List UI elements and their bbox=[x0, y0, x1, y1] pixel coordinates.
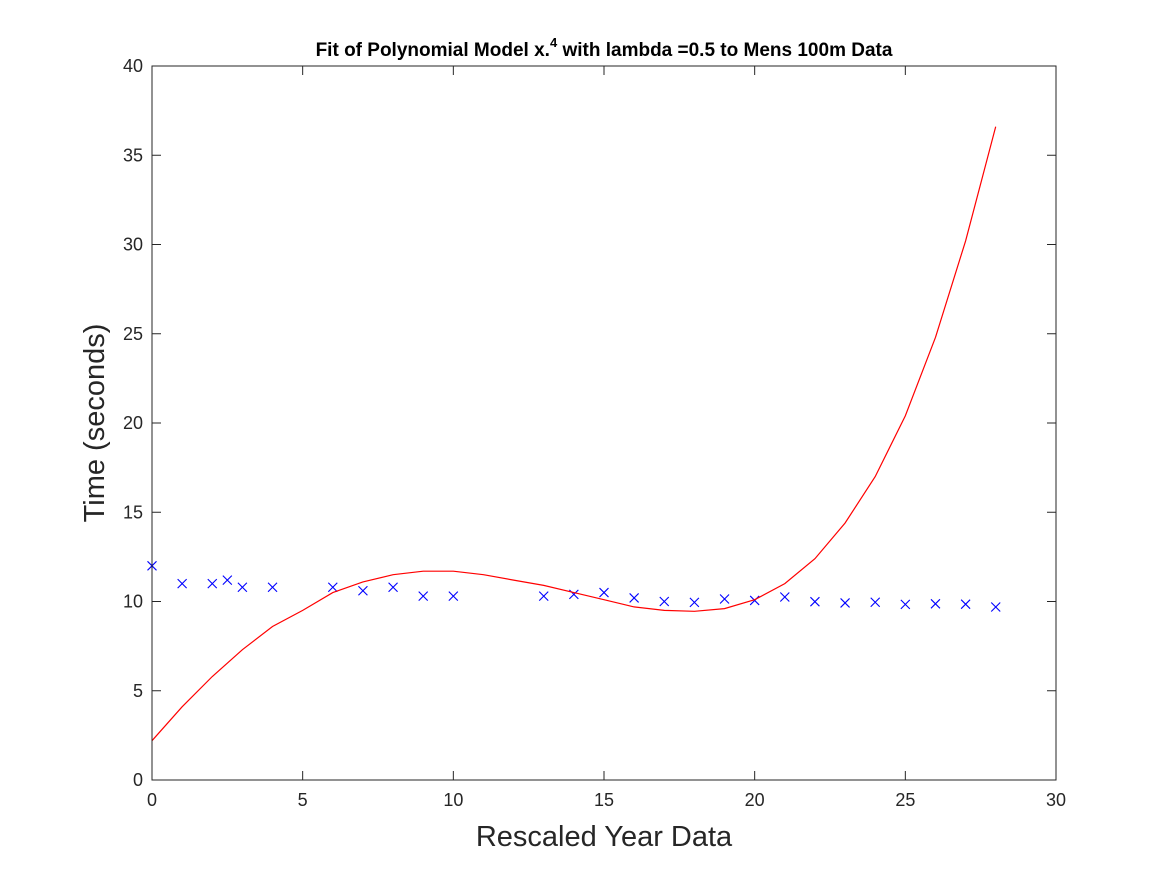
data-point-marker bbox=[870, 597, 881, 608]
chart-title-main: Fit of Polynomial Model x. bbox=[316, 40, 550, 61]
marker-stroke-b bbox=[177, 578, 188, 589]
x-tick-label: 20 bbox=[745, 790, 765, 810]
data-point-marker bbox=[267, 582, 278, 593]
y-tick-label: 10 bbox=[123, 592, 143, 612]
marker-stroke-b bbox=[870, 597, 881, 608]
y-axis-label: Time (seconds) bbox=[79, 324, 111, 523]
marker-stroke-b bbox=[840, 598, 850, 608]
y-tick-label: 40 bbox=[123, 56, 143, 76]
chart-title: Fit of Polynomial Model x.4 with lambda … bbox=[316, 35, 893, 61]
marker-stroke-b bbox=[659, 596, 670, 607]
x-tick-label: 5 bbox=[298, 790, 308, 810]
data-point-marker bbox=[779, 592, 790, 602]
plot-frame bbox=[151, 65, 1057, 781]
data-point-marker bbox=[207, 578, 218, 589]
marker-stroke-b bbox=[448, 591, 459, 602]
marker-stroke-b bbox=[568, 589, 579, 600]
marker-stroke-b bbox=[629, 593, 640, 603]
marker-stroke-b bbox=[327, 582, 338, 593]
marker-stroke-b bbox=[810, 596, 820, 607]
x-axis-label: Rescaled Year Data bbox=[476, 821, 733, 853]
marker-stroke-b bbox=[388, 582, 398, 593]
y-tick-label: 30 bbox=[123, 235, 143, 255]
y-tick-label: 5 bbox=[133, 681, 143, 701]
chart-title-superscript: 4 bbox=[550, 35, 558, 50]
data-point-marker bbox=[538, 591, 549, 602]
x-tick-label: 10 bbox=[443, 790, 463, 810]
data-point-marker bbox=[388, 582, 398, 593]
marker-stroke-b bbox=[719, 594, 730, 604]
marker-stroke-b bbox=[207, 578, 218, 589]
marker-stroke-b bbox=[930, 598, 941, 609]
marker-stroke-b bbox=[749, 595, 760, 606]
plot-background bbox=[152, 66, 1056, 780]
marker-stroke-b bbox=[779, 592, 790, 602]
x-tick-label: 0 bbox=[147, 790, 157, 810]
data-point-marker bbox=[659, 596, 670, 607]
data-point-marker bbox=[177, 578, 188, 589]
fit-curve-line bbox=[151, 126, 997, 742]
data-point-marker bbox=[327, 582, 338, 593]
y-tick-label: 25 bbox=[123, 324, 143, 344]
marker-stroke-b bbox=[358, 585, 368, 596]
marker-stroke-b bbox=[960, 599, 971, 610]
data-point-marker bbox=[222, 575, 233, 585]
data-point-marker bbox=[960, 599, 971, 610]
x-tick-label: 30 bbox=[1046, 790, 1066, 810]
y-tick-label: 15 bbox=[123, 502, 143, 522]
data-point-marker bbox=[749, 595, 760, 606]
data-point-marker bbox=[900, 599, 911, 610]
data-point-marker bbox=[719, 594, 730, 604]
data-point-marker bbox=[237, 582, 248, 593]
data-point-marker bbox=[418, 591, 429, 602]
marker-stroke-b bbox=[990, 602, 1001, 612]
marker-stroke-b bbox=[267, 582, 278, 593]
data-point-marker bbox=[689, 597, 700, 608]
y-tick-label: 20 bbox=[123, 413, 143, 433]
marker-stroke-b bbox=[222, 575, 233, 585]
marker-stroke-b bbox=[599, 587, 609, 598]
tick-labels-layer: 0 5 10 15 20 25 30 0 5 10 15 20 25 30 35 40 bbox=[123, 56, 1066, 810]
marker-stroke-b bbox=[418, 591, 429, 602]
y-tick-label: 0 bbox=[133, 770, 143, 790]
data-point-marker bbox=[358, 585, 368, 596]
marker-stroke-b bbox=[689, 597, 700, 608]
data-point-marker bbox=[629, 593, 640, 603]
y-tick-label: 35 bbox=[123, 145, 143, 165]
marker-stroke-b bbox=[900, 599, 911, 610]
x-tick-label: 25 bbox=[895, 790, 915, 810]
data-point-marker bbox=[930, 598, 941, 609]
marker-stroke-b bbox=[237, 582, 248, 593]
data-point-marker bbox=[840, 598, 850, 608]
data-point-marker bbox=[448, 591, 459, 602]
data-point-marker bbox=[810, 596, 820, 607]
series-layer bbox=[147, 126, 1001, 742]
chart-title-rest: with lambda =0.5 to Mens 100m Data bbox=[557, 40, 893, 61]
data-point-marker bbox=[599, 587, 609, 598]
data-point-marker bbox=[990, 602, 1001, 612]
x-tick-label: 15 bbox=[594, 790, 614, 810]
marker-stroke-b bbox=[538, 591, 549, 602]
